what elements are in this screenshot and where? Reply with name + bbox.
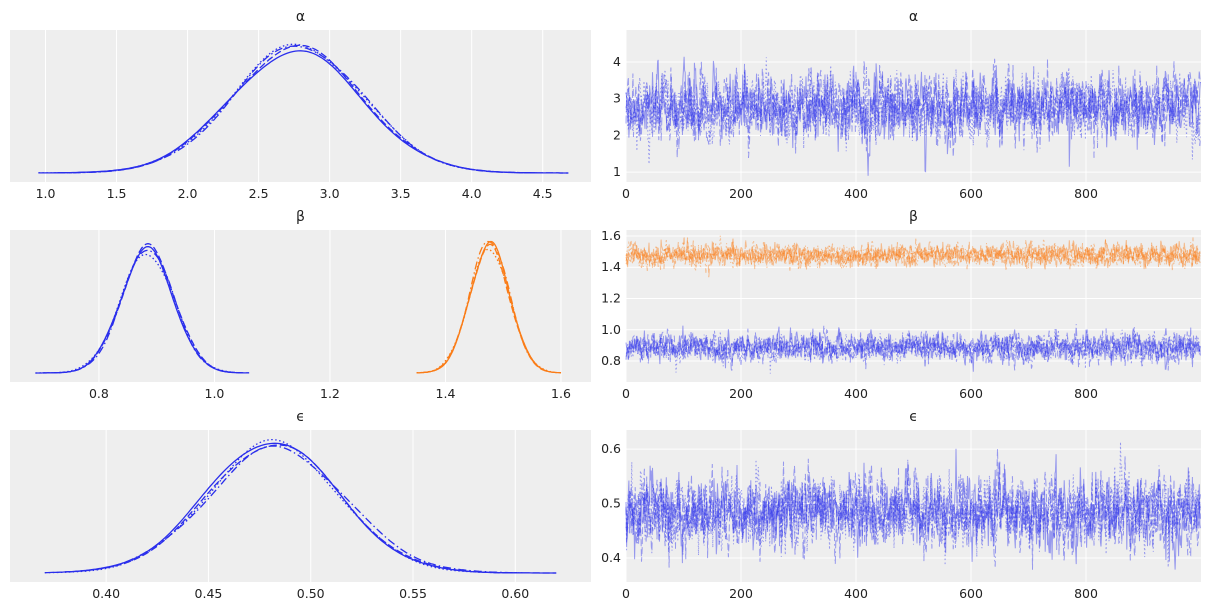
y-tick-label: 1.0 — [601, 322, 621, 337]
subplot-5: ϵ 0 200 400 600 800 0.4 0.5 0.6 — [601, 409, 1201, 601]
plot-area — [626, 30, 1201, 182]
density-chain-1 — [57, 44, 569, 174]
x-tick-label: 800 — [1074, 386, 1098, 401]
plot-area — [10, 230, 591, 382]
x-tick-label: 0.8 — [89, 386, 109, 401]
plot-area — [10, 30, 591, 182]
x-tick-label: 200 — [729, 386, 753, 401]
y-tick-label: 1.4 — [601, 259, 621, 274]
plot-area — [626, 430, 1201, 582]
x-tick-label: 0 — [622, 186, 630, 201]
density-chain-2 — [416, 248, 551, 374]
trace-chain-3 — [625, 58, 1201, 159]
x-tick-label: 800 — [1074, 586, 1098, 601]
trace-chain-3 — [625, 238, 1201, 279]
trace-chain-0 — [625, 238, 1201, 270]
subplot-1: α 0 200 400 600 800 1 2 3 4 — [613, 9, 1201, 201]
x-tick-label: 0.45 — [195, 586, 223, 601]
subplot-3: β 0 200 400 600 800 0.8 1.0 1.2 1.4 1.6 — [601, 209, 1201, 401]
y-tick-label: 0.5 — [601, 496, 621, 511]
y-tick-label: 1.2 — [601, 290, 621, 305]
x-tick-label: 1.0 — [205, 386, 225, 401]
x-tick-label: 600 — [959, 586, 983, 601]
x-tick-label: 200 — [729, 586, 753, 601]
x-tick-label: 2.5 — [249, 186, 269, 201]
trace-chain-1 — [625, 448, 1201, 570]
trace-chain-3 — [625, 324, 1201, 373]
x-tick-label: 400 — [844, 386, 868, 401]
plot-area — [10, 430, 591, 582]
y-tick-label: 0.8 — [601, 353, 621, 368]
trace-chain-2 — [625, 235, 1201, 272]
subplot-0: α 1.0 1.5 2.0 2.5 3.0 3.5 4.0 4.5 — [10, 9, 591, 201]
x-tick-label: 1.6 — [551, 386, 571, 401]
trace-chain-1 — [625, 236, 1201, 271]
x-tick-label: 0 — [622, 386, 630, 401]
x-tick-label: 1.0 — [36, 186, 56, 201]
y-tick-label: 3 — [613, 91, 621, 106]
x-tick-label: 3.5 — [391, 186, 411, 201]
x-tick-label: 0.40 — [92, 586, 120, 601]
subplot-title: α — [909, 9, 918, 25]
subplot-2: β 0.8 1.0 1.2 1.4 1.6 — [10, 209, 591, 401]
trace-chain-1 — [625, 58, 1201, 158]
x-tick-label: 200 — [729, 186, 753, 201]
x-tick-label: 800 — [1074, 186, 1098, 201]
density-chain-1 — [422, 243, 562, 374]
x-tick-label: 0.55 — [399, 586, 427, 601]
plot-area — [626, 230, 1201, 382]
x-tick-label: 2.0 — [178, 186, 198, 201]
x-tick-label: 1.4 — [436, 386, 456, 401]
subplot-title: ϵ — [909, 409, 918, 425]
density-chain-3 — [64, 445, 523, 574]
subplot-title: β — [909, 209, 918, 225]
x-tick-label: 3.0 — [320, 186, 340, 201]
x-tick-label: 1.2 — [320, 386, 340, 401]
subplot-4: ϵ 0.40 0.45 0.50 0.55 0.60 — [10, 409, 591, 601]
density-chain-2 — [44, 438, 523, 574]
subplot-title: ϵ — [296, 409, 305, 425]
x-tick-label: 400 — [844, 586, 868, 601]
y-tick-label: 0.4 — [601, 550, 621, 565]
trace-chain-0 — [625, 325, 1201, 372]
trace-chain-2 — [625, 326, 1201, 374]
density-chain-3 — [43, 249, 237, 374]
y-tick-label: 0.6 — [601, 441, 621, 456]
subplot-title: β — [296, 209, 305, 225]
trace-chain-0 — [625, 56, 1201, 176]
x-tick-label: 600 — [959, 186, 983, 201]
density-chain-2 — [38, 43, 537, 174]
x-tick-label: 1.5 — [107, 186, 127, 201]
density-chain-3 — [57, 45, 537, 174]
x-tick-label: 0.60 — [501, 586, 529, 601]
trace-chain-1 — [625, 326, 1201, 371]
trace-chain-3 — [625, 455, 1201, 567]
y-tick-label: 2 — [613, 127, 621, 142]
y-tick-label: 4 — [613, 54, 621, 69]
y-tick-label: 1.6 — [601, 228, 621, 243]
x-tick-label: 0 — [622, 586, 630, 601]
x-tick-label: 4.0 — [462, 186, 482, 201]
trace-chain-0 — [625, 448, 1201, 570]
x-tick-label: 600 — [959, 386, 983, 401]
y-tick-label: 1 — [613, 164, 621, 179]
x-tick-label: 4.5 — [533, 186, 553, 201]
x-tick-label: 400 — [844, 186, 868, 201]
subplot-title: α — [296, 9, 305, 25]
density-chain-3 — [422, 240, 551, 374]
trace-chain-2 — [625, 441, 1201, 568]
trace-chain-2 — [625, 57, 1201, 165]
x-tick-label: 0.50 — [297, 586, 325, 601]
